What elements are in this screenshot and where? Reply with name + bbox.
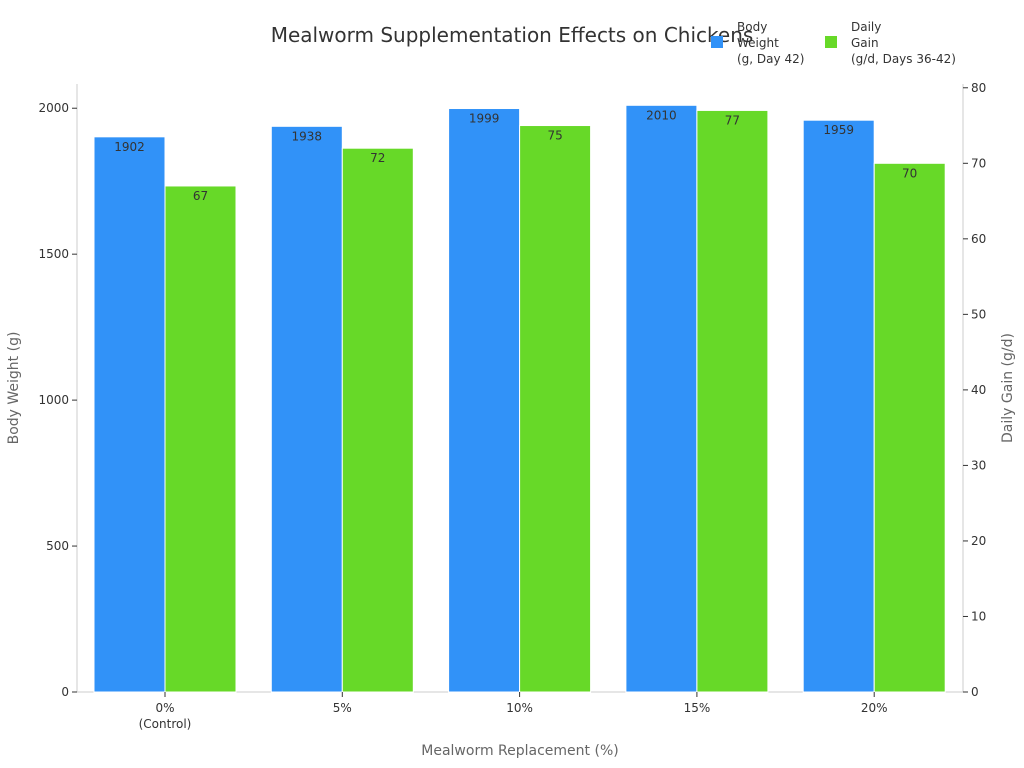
x-tick-label: 0% (Control) [139,701,192,731]
legend-label-line: (g/d, Days 36-42) [851,52,956,66]
legend-swatch [825,36,837,48]
x-tick-label-line: (Control) [139,717,192,731]
legend-label-line: (g, Day 42) [737,52,804,66]
legend-label: Daily Gain (g/d, Days 36-42) [851,20,956,66]
y-tick-right-label: 10 [971,609,986,623]
y-tick-right-label: 30 [971,458,986,472]
data-label-body-weight: 2010 [646,108,677,122]
data-label-daily-gain: 70 [902,166,917,180]
data-label-daily-gain: 75 [547,129,562,143]
legend-label: Body Weight (g, Day 42) [737,20,804,66]
y-tick-right-label: 20 [971,534,986,548]
x-tick-label: 20% [861,701,888,715]
y-tick-left-label: 2000 [38,101,69,115]
x-axis-label: Mealworm Replacement (%) [421,743,618,759]
y-tick-left-label: 0 [61,685,69,699]
data-label-daily-gain: 77 [725,113,740,127]
chart-title: Mealworm Supplementation Effects on Chic… [271,23,754,47]
bar-body-weight [448,108,521,693]
data-label-body-weight: 1902 [114,140,145,154]
y-tick-left-label: 1500 [38,247,69,261]
bar-daily-gain [164,185,237,693]
data-label-daily-gain: 72 [370,151,385,165]
legend-label-line: Daily [851,20,881,34]
bar-body-weight [802,119,875,693]
bar-body-weight [93,136,166,693]
y-tick-left-label: 1000 [38,393,69,407]
x-tick-label: 5% [333,701,352,715]
bar-body-weight [625,104,698,693]
y-tick-right-label: 70 [971,156,986,170]
legend-label-line: Gain [851,36,879,50]
legend: Body Weight (g, Day 42) Daily Gain (g/d, Days… [711,20,956,66]
data-label-body-weight: 1938 [292,129,323,143]
y-tick-right-label: 40 [971,383,986,397]
x-tick-label-line: 10% [506,701,533,715]
x-tick-label-line: 5% [333,701,352,715]
bar-daily-gain [696,109,769,693]
bar-daily-gain [873,162,946,693]
data-label-body-weight: 1959 [823,123,854,137]
y-tick-right-label: 0 [971,685,979,699]
bar-daily-gain [341,147,414,693]
y-axis-right-label: Daily Gain (g/d) [1000,333,1016,443]
x-tick-label: 10% [506,701,533,715]
bar-body-weight [270,125,343,693]
y-tick-right-label: 50 [971,307,986,321]
data-label-daily-gain: 67 [193,189,208,203]
x-tick-label-line: 20% [861,701,888,715]
y-axis-left-label: Body Weight (g) [6,332,22,445]
data-label-body-weight: 1999 [469,112,500,126]
plot-area: 0 500 1000 1500 2000 0 10 20 30 40 50 60 70 80 1902 67 0… [38,81,986,731]
y-tick-right-label: 60 [971,232,986,246]
legend-swatch [711,36,723,48]
y-tick-right-label: 80 [971,81,986,95]
bar-daily-gain [519,125,592,693]
x-tick-label-line: 0% [155,701,174,715]
legend-label-line: Weight [737,36,779,50]
x-tick-label: 15% [684,701,711,715]
y-tick-left-label: 500 [46,539,69,553]
legend-label-line: Body [737,20,767,34]
x-tick-label-line: 15% [684,701,711,715]
